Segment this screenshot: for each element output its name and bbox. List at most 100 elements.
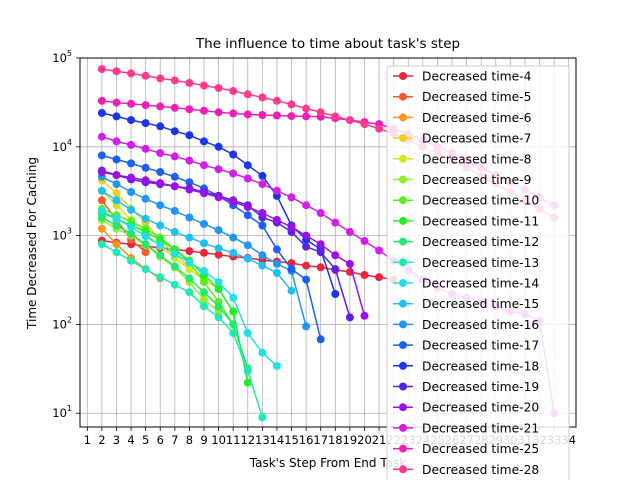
x-tick-label: 2: [98, 433, 105, 447]
data-point: [127, 223, 136, 231]
data-point: [185, 258, 194, 267]
data-point: [112, 112, 121, 121]
data-point: [141, 194, 150, 203]
data-point: [302, 261, 311, 270]
data-point: [170, 262, 179, 271]
data-point: [200, 239, 208, 248]
legend-swatch-marker: [399, 72, 407, 80]
data-point: [302, 242, 311, 251]
data-point: [258, 413, 267, 422]
data-point: [141, 265, 150, 274]
data-point: [214, 250, 223, 259]
data-point: [200, 220, 208, 228]
plot-frame: [79, 57, 577, 428]
legend-label: Decreased time-7: [422, 132, 531, 146]
data-point: [214, 165, 223, 174]
data-point: [214, 108, 223, 117]
x-tick-label: 12: [240, 433, 255, 447]
data-point: [287, 259, 296, 268]
data-point: [229, 293, 238, 302]
data-point: [127, 173, 136, 182]
data-point: [200, 106, 208, 115]
data-point: [302, 112, 311, 121]
data-point: [258, 348, 267, 357]
data-point: [360, 237, 369, 245]
legend-label: Decreased time-10: [422, 194, 539, 208]
series-17: [97, 168, 369, 320]
series-line: [101, 208, 234, 325]
data-point: [229, 233, 238, 242]
legend-swatch-marker: [399, 382, 407, 391]
data-point: [272, 96, 281, 105]
x-tick-label: 19: [343, 433, 358, 447]
legend-swatch-marker: [399, 216, 407, 225]
data-point: [214, 84, 223, 92]
data-point: [302, 322, 311, 331]
data-point: [97, 240, 106, 249]
legend-label: Decreased time-25: [422, 442, 539, 456]
legend-swatch-marker: [399, 92, 407, 101]
data-point: [200, 278, 208, 287]
y-tick-exponent: 4: [67, 138, 72, 147]
legend-entry: Decreased time-5: [393, 90, 531, 104]
legend-swatch-marker: [399, 134, 407, 143]
data-point: [156, 149, 165, 158]
data-point: [345, 313, 354, 322]
x-tick-label: 7: [171, 433, 178, 447]
y-tick-exponent: 3: [67, 227, 72, 236]
data-point: [127, 99, 136, 108]
data-point: [272, 186, 281, 195]
x-tick-label: 6: [157, 433, 164, 447]
data-point: [141, 214, 150, 223]
data-point: [170, 127, 179, 136]
data-point: [345, 259, 354, 268]
data-point: [360, 311, 369, 320]
data-point: [214, 193, 223, 202]
data-point: [112, 189, 121, 198]
legend-entry: Decreased time-16: [393, 318, 539, 332]
legend-label: Decreased time-6: [422, 111, 532, 125]
data-point: [272, 362, 281, 370]
legend-entry: Decreased time-20: [393, 401, 539, 415]
data-point: [214, 278, 223, 287]
data-point: [127, 229, 136, 238]
data-point: [375, 246, 384, 255]
data-point: [112, 196, 121, 205]
legend-label: Decreased time-28: [422, 463, 539, 477]
data-point: [141, 119, 150, 128]
legend-swatch-marker: [399, 299, 407, 308]
legend-entry: Decreased time-28: [393, 463, 539, 477]
data-point: [243, 110, 252, 119]
y-tick-base: 10: [52, 317, 67, 331]
legend-swatch-marker: [399, 279, 407, 287]
y-tick-exponent: 5: [67, 49, 72, 58]
data-point: [112, 240, 121, 249]
data-point: [156, 179, 165, 188]
data-point: [302, 104, 311, 113]
data-point: [302, 275, 311, 284]
data-point: [229, 169, 238, 178]
legend-swatch-marker: [399, 258, 407, 267]
data-point: [243, 378, 252, 387]
series-11: [97, 206, 281, 370]
data-point: [331, 251, 340, 260]
data-point: [200, 302, 208, 311]
data-point: [141, 144, 150, 153]
legend-swatch-marker: [399, 196, 407, 205]
legend-swatch-marker: [399, 320, 407, 329]
data-point: [229, 329, 238, 337]
x-tick-label: 17: [313, 433, 328, 447]
legend-entry: Decreased time-19: [393, 380, 539, 394]
data-point: [258, 209, 267, 217]
data-point: [200, 81, 208, 90]
data-point: [112, 248, 121, 257]
data-point: [229, 150, 238, 159]
series-line: [101, 154, 322, 340]
x-tick-label: 5: [142, 433, 149, 447]
data-point: [97, 224, 106, 233]
data-point: [170, 152, 179, 161]
data-point: [258, 180, 267, 189]
data-point: [141, 101, 150, 110]
data-point: [258, 93, 267, 102]
data-point: [302, 201, 311, 210]
